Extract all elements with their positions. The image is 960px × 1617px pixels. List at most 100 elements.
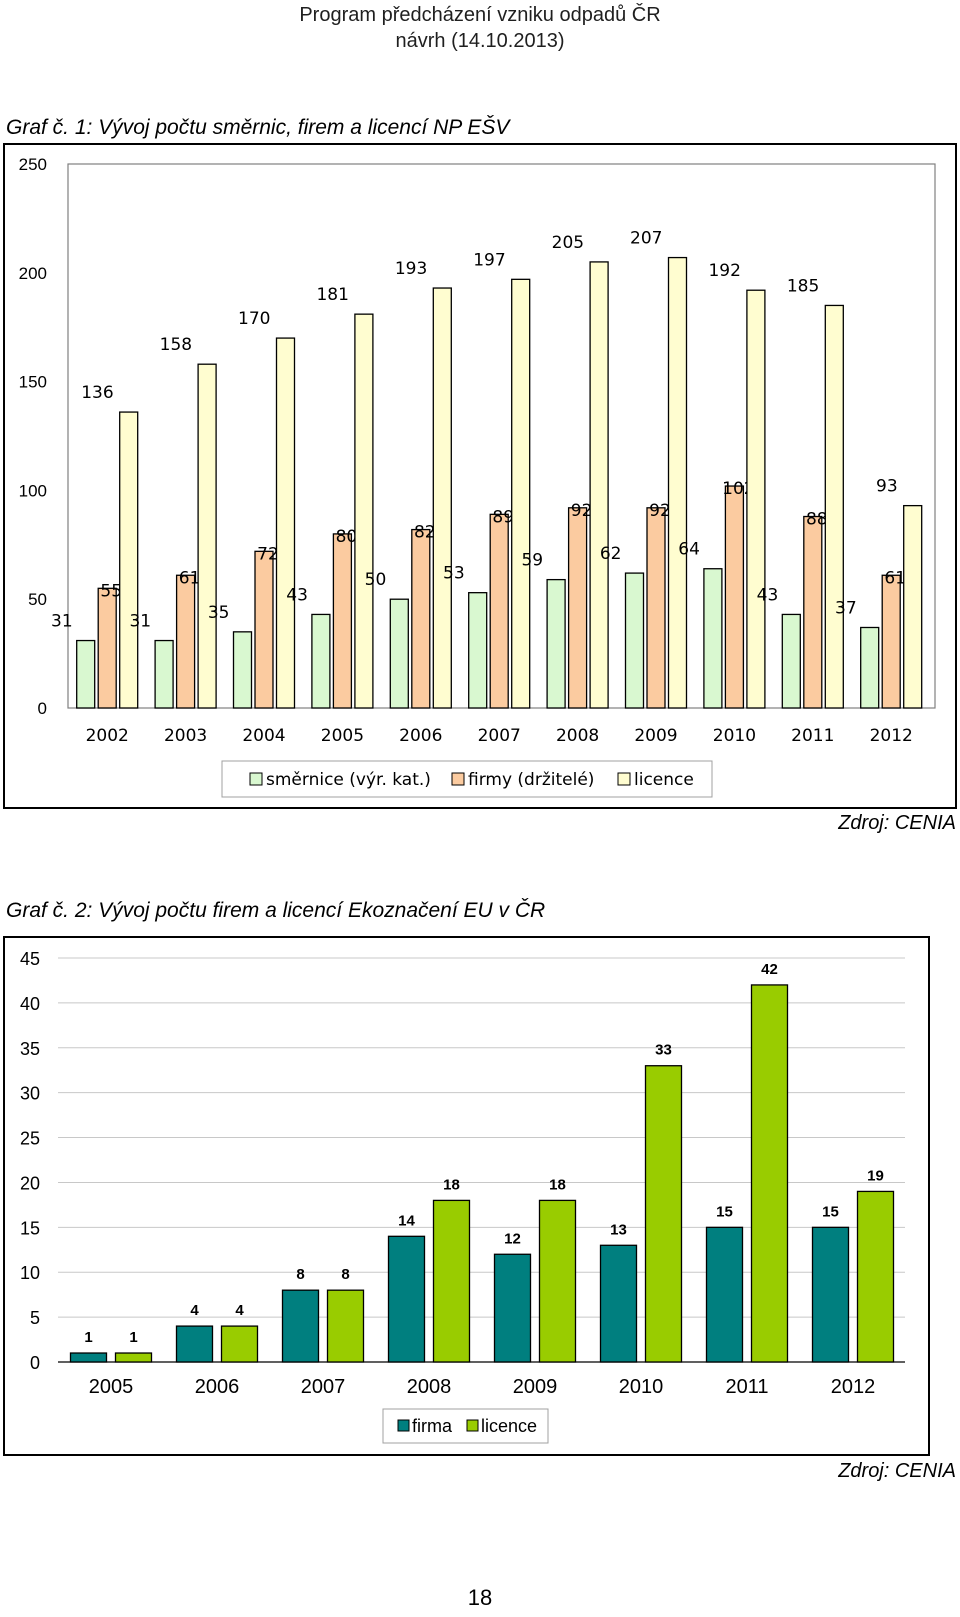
legend-swatch — [397, 1419, 410, 1432]
x-tick-label: 2012 — [870, 726, 913, 746]
bar-směrnice (výr. kat.) — [389, 598, 409, 709]
data-label: 55 — [100, 581, 122, 601]
data-label: 13 — [610, 1221, 627, 1238]
bar-firmy (držitelé) — [567, 507, 588, 709]
data-label: 37 — [835, 598, 857, 618]
legend-label: směrnice (výr. kat.) — [266, 770, 431, 790]
page-number: 18 — [467, 1585, 493, 1610]
bar-firma — [811, 1226, 850, 1363]
legend-label: firma — [412, 1416, 453, 1436]
chart2-legend — [382, 1408, 549, 1444]
y-tick-label: 0 — [38, 699, 47, 718]
data-label: 1 — [129, 1329, 137, 1346]
y-tick-label: 20 — [20, 1173, 40, 1193]
header-subtitle: návrh (14.10.2013) — [395, 30, 565, 52]
bar-firmy (držitelé) — [803, 515, 823, 709]
data-label: 4 — [235, 1302, 244, 1319]
y-tick-label: 150 — [19, 373, 47, 392]
bar-firma — [493, 1253, 532, 1363]
data-label: 43 — [286, 585, 308, 605]
data-label: 88 — [806, 510, 828, 530]
x-tick-label: 2003 — [164, 726, 207, 746]
data-label: 72 — [257, 544, 279, 564]
data-label: 207 — [630, 229, 662, 249]
x-tick-label: 2008 — [407, 1376, 452, 1398]
data-label: 185 — [787, 276, 819, 296]
data-label: 80 — [336, 527, 358, 547]
x-tick-label: 2004 — [242, 726, 285, 746]
bar-firma — [69, 1352, 108, 1363]
data-label: 35 — [208, 603, 230, 623]
data-label: 170 — [238, 309, 270, 329]
data-label: 192 — [708, 261, 740, 281]
chart2-caption: Graf č. 2: Vývoj počtu firem a licencí E… — [6, 899, 546, 922]
x-tick-label: 2006 — [399, 726, 442, 746]
bar-firmy (držitelé) — [332, 533, 353, 709]
y-tick-label: 10 — [20, 1263, 40, 1283]
legend-swatch — [466, 1419, 479, 1432]
data-label: 93 — [876, 477, 898, 497]
x-tick-label: 2007 — [478, 726, 521, 746]
x-tick-label: 2011 — [791, 726, 834, 746]
bar-licence — [538, 1199, 577, 1363]
data-label: 59 — [521, 551, 543, 571]
bar-firmy (držitelé) — [97, 587, 117, 709]
chart2-source: Zdroj: CENIA — [838, 1460, 956, 1482]
data-label: 18 — [443, 1176, 460, 1193]
bar-směrnice (výr. kat.) — [311, 613, 331, 709]
bar-firma — [599, 1244, 638, 1363]
x-tick-label: 2009 — [634, 726, 677, 746]
bar-licence — [197, 363, 217, 709]
data-label: 8 — [296, 1266, 304, 1283]
data-label: 12 — [504, 1230, 521, 1247]
x-tick-label: 2002 — [86, 726, 129, 746]
y-tick-label: 200 — [19, 264, 47, 283]
legend-swatch — [451, 772, 465, 786]
bar-licence — [511, 278, 531, 709]
data-label: 43 — [757, 585, 779, 605]
bar-licence — [432, 287, 452, 709]
y-tick-label: 50 — [28, 590, 47, 609]
data-label: 62 — [600, 544, 622, 564]
header-title: Program předcházení vzniku odpadů ČR — [299, 4, 661, 26]
y-tick-label: 30 — [20, 1084, 40, 1104]
chart1: 0 50 100 150 200 250 2002 31 55 136 2003 31 61 158 200… — [3, 143, 957, 809]
bar-licence — [354, 313, 374, 709]
bar-směrnice (výr. kat.) — [76, 639, 96, 709]
bar-licence — [746, 289, 766, 709]
data-label: 158 — [160, 335, 192, 355]
x-tick-label: 2012 — [831, 1376, 876, 1398]
bar-licence — [114, 1352, 153, 1363]
data-label: 50 — [365, 570, 387, 590]
chart2: 0 5 10 15 20 25 30 35 40 45 2005 1 1 2006 4 4 2007 8 8 2008… — [3, 936, 930, 1456]
bar-firmy (držitelé) — [881, 574, 901, 709]
data-label: 82 — [414, 523, 436, 543]
bar-licence — [326, 1289, 365, 1363]
bar-licence — [275, 337, 296, 709]
legend-label: licence — [481, 1416, 537, 1436]
data-label: 53 — [443, 564, 465, 584]
legend-swatch — [617, 772, 631, 786]
y-tick-label: 45 — [20, 949, 40, 969]
data-label: 15 — [822, 1203, 839, 1220]
bar-firmy (držitelé) — [724, 485, 745, 709]
bar-firmy (držitelé) — [175, 574, 196, 709]
legend-swatch — [249, 772, 263, 786]
x-tick-label: 2011 — [725, 1376, 768, 1398]
data-label: 197 — [473, 250, 505, 270]
data-label: 31 — [129, 612, 151, 632]
bar-směrnice (výr. kat.) — [232, 631, 253, 709]
x-tick-label: 2009 — [513, 1376, 558, 1398]
y-tick-label: 250 — [19, 155, 47, 174]
data-label: 1 — [84, 1329, 92, 1346]
data-label: 92 — [571, 501, 593, 521]
data-label: 8 — [341, 1266, 349, 1283]
data-label: 92 — [649, 501, 671, 521]
bar-firma — [175, 1325, 214, 1363]
data-label: 42 — [761, 961, 778, 978]
data-label: 193 — [395, 259, 427, 279]
y-tick-label: 25 — [20, 1129, 40, 1149]
data-label: 61 — [884, 568, 906, 588]
bar-firma — [281, 1289, 320, 1363]
bar-licence — [644, 1065, 683, 1363]
